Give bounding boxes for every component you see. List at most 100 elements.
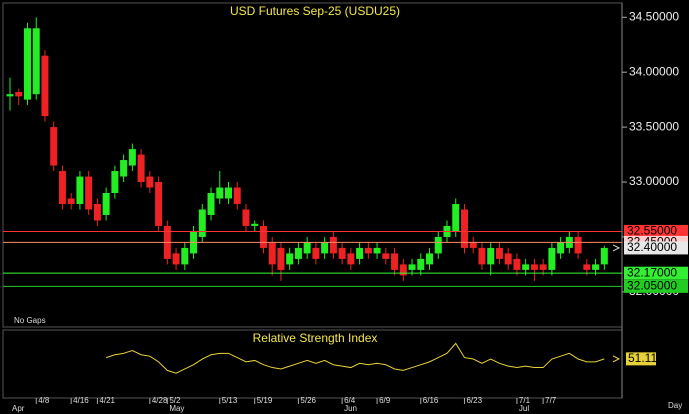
- price-panel: [2, 2, 623, 328]
- level-label-bg: [624, 266, 688, 280]
- candle-body: [356, 247, 364, 259]
- y-tick-label: 34.50000: [629, 9, 679, 23]
- candle-body: [67, 198, 75, 204]
- candle-body: [120, 160, 128, 177]
- level-label: 32.05000: [627, 279, 677, 293]
- price-arrow: [612, 244, 621, 252]
- candle-body: [216, 187, 224, 199]
- rsi-title: Relative Strength Index: [253, 331, 378, 345]
- candle-body: [242, 209, 250, 226]
- candle-body: [434, 236, 442, 254]
- candle-body: [6, 94, 14, 97]
- candle-body: [399, 264, 407, 276]
- y-tick-label: 33.50000: [629, 119, 679, 133]
- gaps-note: No Gaps: [14, 316, 46, 325]
- candle-body: [504, 253, 512, 265]
- candle-body: [452, 203, 460, 232]
- candle-body: [85, 176, 93, 210]
- candle-body: [495, 247, 503, 259]
- x-tick-label: 6/4: [344, 396, 356, 405]
- candle-body: [259, 225, 267, 248]
- candle-body: [522, 264, 530, 270]
- candle-body: [600, 247, 608, 265]
- candle-body: [391, 253, 399, 270]
- candle-body: [321, 242, 329, 254]
- candle-body: [347, 253, 355, 265]
- candle-body: [128, 149, 136, 166]
- candle-body: [58, 171, 66, 204]
- candle-body: [329, 236, 337, 254]
- month-label: May: [169, 404, 184, 413]
- candle-body: [41, 55, 49, 117]
- candle-body: [417, 258, 425, 270]
- chart-title: USD Futures Sep-25 (USDU25): [230, 4, 400, 18]
- candle-body: [478, 247, 486, 265]
- x-tick-label: 5/13: [222, 396, 238, 405]
- candle-body: [207, 193, 215, 215]
- candle-body: [23, 28, 31, 100]
- month-label: Apr: [12, 404, 25, 413]
- candle-body: [592, 264, 600, 270]
- candle-body: [251, 223, 259, 226]
- candle-body: [50, 127, 58, 166]
- candle-body: [408, 264, 416, 270]
- y-tick-label: 33.00000: [629, 174, 679, 188]
- candle-body: [373, 247, 381, 254]
- candle-body: [294, 247, 302, 259]
- candle-body: [111, 171, 119, 194]
- candle-body: [574, 236, 582, 254]
- x-unit: Day: [668, 401, 682, 410]
- candle-body: [268, 242, 276, 265]
- level-label: 32.17000: [627, 265, 677, 279]
- level-label-bg: [624, 279, 688, 293]
- candle-body: [583, 264, 591, 270]
- candle-body: [539, 264, 547, 270]
- level-label: 32.55000: [627, 224, 677, 238]
- rsi-panel: [2, 329, 623, 399]
- rsi-label: 51.11: [628, 351, 657, 365]
- x-tick-label: 4/28: [152, 396, 168, 405]
- candle-body: [312, 247, 320, 259]
- x-tick-label: 7/7: [545, 396, 557, 405]
- candle-body: [233, 187, 241, 204]
- candle-body: [487, 247, 495, 265]
- candle-body: [102, 193, 110, 215]
- rsi-arrow: [612, 355, 621, 363]
- candle-body: [146, 176, 154, 188]
- month-label: Jun: [344, 404, 357, 413]
- x-tick-label: 4/16: [73, 396, 89, 405]
- level-label-bg: [624, 224, 688, 238]
- candle-body: [181, 247, 189, 265]
- candle-body: [172, 253, 180, 265]
- candle-body: [76, 176, 84, 204]
- candle-body: [469, 242, 477, 248]
- candle-body: [338, 247, 346, 259]
- x-tick-label: 7/1: [519, 396, 531, 405]
- candle-body: [426, 253, 434, 265]
- candle-body: [364, 247, 372, 254]
- x-tick-label: 4/8: [38, 396, 50, 405]
- candle-body: [155, 182, 163, 226]
- x-tick-label: 6/16: [423, 396, 439, 405]
- candle-body: [557, 242, 565, 254]
- candle-body: [198, 209, 206, 237]
- candle-body: [93, 203, 101, 221]
- level-label: 32.40000: [627, 240, 677, 254]
- candle-body: [530, 264, 538, 270]
- candle-body: [286, 253, 294, 265]
- x-tick-label: 5/26: [300, 396, 316, 405]
- rsi-label-bg: [626, 352, 656, 366]
- candle-body: [303, 242, 311, 254]
- x-tick-label: 4/21: [99, 396, 115, 405]
- candle-body: [15, 91, 23, 97]
- x-tick-label: 5/2: [169, 396, 181, 405]
- x-tick-label: 5/19: [257, 396, 273, 405]
- candle-body: [548, 247, 556, 270]
- rsi-line: [105, 342, 605, 374]
- candle-body: [32, 28, 40, 95]
- candle-body: [382, 253, 390, 259]
- month-label: Jul: [519, 404, 529, 413]
- x-tick-label: 6/23: [466, 396, 482, 405]
- candle-body: [137, 154, 145, 183]
